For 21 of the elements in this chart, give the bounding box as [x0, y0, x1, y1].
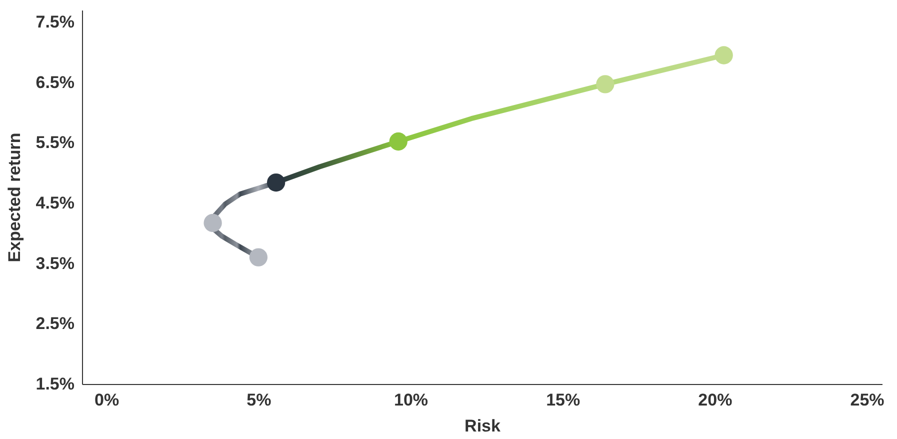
x-tick-label: 5%: [246, 390, 272, 410]
y-tick-label: 5.5%: [36, 133, 74, 152]
y-tick-label: 7.5%: [36, 12, 74, 32]
y-axis-title: Expected return: [4, 132, 24, 262]
point: [714, 46, 733, 64]
y-tick-label: 1.5%: [36, 374, 74, 394]
y-tick-label: 3.5%: [36, 254, 74, 273]
y-tick-label: 2.5%: [36, 314, 74, 334]
point: [204, 214, 222, 232]
x-tick-label: 15%: [546, 390, 580, 410]
x-tick-label: 25%: [850, 390, 884, 410]
point: [266, 173, 286, 192]
point: [596, 75, 614, 94]
x-tick-label: 10%: [394, 390, 428, 410]
x-tick-label: 0%: [94, 390, 120, 410]
y-tick-label: 6.5%: [36, 72, 74, 92]
point: [249, 248, 268, 266]
x-tick-label: 20%: [698, 390, 732, 410]
x-axis-title: Risk: [464, 416, 501, 436]
point: [389, 132, 408, 151]
y-tick-label: 4.5%: [36, 194, 74, 213]
